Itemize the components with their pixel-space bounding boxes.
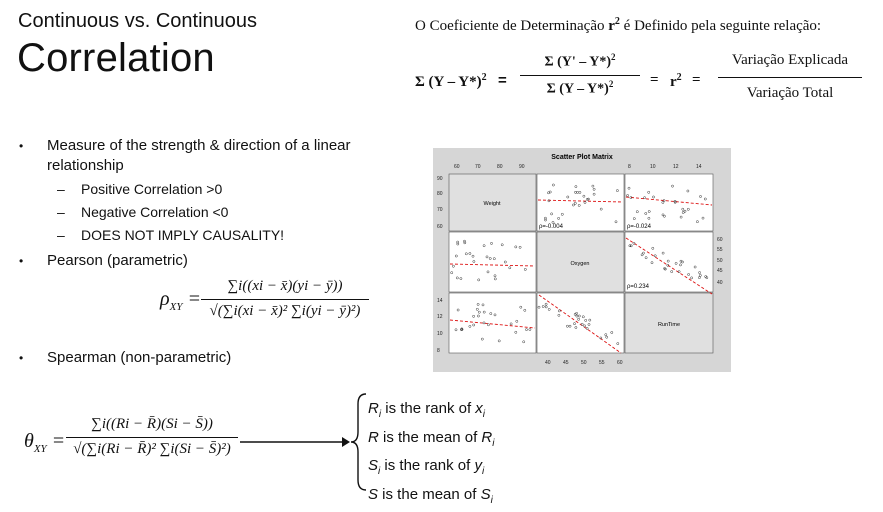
- bottom-tick-2: 45: [563, 360, 569, 366]
- legend-line-4: S is the mean of Si: [368, 484, 494, 512]
- sub-positive: –Positive Correlation >0: [81, 181, 222, 197]
- top-tick-1: 60: [454, 164, 460, 170]
- definition-suffix: é Definido pela seguinte relação:: [624, 18, 821, 34]
- spearman-numerator: ∑i((Ri − R̄)(Si − S̄)): [66, 416, 238, 433]
- left-tick-1: 90: [437, 176, 443, 182]
- panel-weight-oxygen: [537, 174, 624, 231]
- bullet-spearman: •Spearman (non-parametric): [47, 348, 231, 368]
- equation-equals-2: =: [650, 72, 659, 89]
- spearman-denominator: √(∑i(Ri − R̄)² ∑i(Si − S̄)²): [66, 441, 238, 458]
- sub-negative: –Negative Correlation <0: [81, 204, 228, 220]
- legend-list: Ri is the rank of xi R is the mean of Ri…: [368, 398, 494, 512]
- definition-symbol: r: [608, 18, 615, 34]
- bullet-measure: • Measure of the strength & direction of…: [47, 136, 351, 176]
- legend-line-3: Si is the rank of yi: [368, 455, 494, 484]
- right-tick-4: 45: [717, 268, 723, 274]
- top-tick-5: 8: [628, 164, 631, 170]
- left-tick-3: 70: [437, 207, 443, 213]
- equation-fraction-1: Σ (Y' – Y*)2 Σ (Y – Y*)2: [520, 52, 640, 97]
- legend-line-1: Ri is the rank of xi: [368, 398, 494, 427]
- fraction-2-numerator: Variação Explicada: [718, 52, 862, 69]
- spearman-fraction: ∑i((Ri − R̄)(Si − S̄)) √(∑i(Ri − R̄)² ∑i…: [66, 416, 238, 458]
- bullet-measure-line2: relationship: [47, 157, 124, 174]
- bullet-pearson: •Pearson (parametric): [47, 251, 188, 271]
- slide-title: Correlation: [17, 36, 215, 81]
- top-tick-3: 80: [497, 164, 503, 170]
- top-tick-6: 10: [650, 164, 656, 170]
- panel-runtime-oxygen: [537, 293, 624, 353]
- panel-weight-runtime: [625, 174, 713, 231]
- label-runtime: RunTime: [658, 322, 680, 328]
- equation-fraction-2: Variação Explicada Variação Total: [718, 52, 862, 102]
- equation-lhs: Σ (Y – Y*)2: [415, 72, 487, 91]
- right-tick-5: 40: [717, 280, 723, 286]
- left-tick-4: 60: [437, 224, 443, 230]
- panel-runtime-weight: [449, 293, 536, 353]
- pearson-numerator: ∑i((xi − x̄)(yi − ȳ)): [201, 278, 369, 295]
- slide-subtitle: Continuous vs. Continuous: [18, 10, 257, 33]
- left-tick-8: 8: [437, 348, 440, 354]
- fraction-2-denominator: Variação Total: [718, 85, 862, 102]
- right-tick-3: 50: [717, 258, 723, 264]
- top-tick-2: 70: [475, 164, 481, 170]
- definition-text: O Coeficiente de Determinação r2 é Defin…: [415, 16, 821, 35]
- left-tick-2: 80: [437, 191, 443, 197]
- sub-causality: –DOES NOT IMPLY CAUSALITY!: [81, 227, 284, 243]
- equation-r-squared: r2: [670, 72, 682, 91]
- equation-equals-3: =: [692, 72, 701, 89]
- right-tick-2: 55: [717, 247, 723, 253]
- panel-oxygen-weight: [449, 232, 536, 292]
- matrix-title: Scatter Plot Matrix: [551, 154, 613, 161]
- top-tick-4: 90: [519, 164, 525, 170]
- equation-equals-1: =: [498, 72, 507, 89]
- bottom-tick-4: 55: [599, 360, 605, 366]
- pearson-denominator: √(∑i(xi − x̄)² ∑i(yi − ȳ)²): [201, 303, 369, 320]
- spearman-lhs: θXY =: [24, 430, 65, 455]
- fraction-1-denominator: Σ (Y – Y*): [547, 81, 609, 96]
- top-tick-7: 12: [673, 164, 679, 170]
- rho-weight-oxygen: ρ=-0.004: [539, 224, 564, 230]
- arrow-head: [342, 437, 350, 447]
- bullet-measure-line1: Measure of the strength & direction of a…: [47, 137, 351, 154]
- pearson-fraction: ∑i((xi − x̄)(yi − ȳ)) √(∑i(xi − x̄)² ∑i(…: [201, 278, 369, 320]
- label-weight: Weight: [483, 201, 500, 207]
- definition-prefix: O Coeficiente de Determinação: [415, 18, 605, 34]
- right-tick-1: 60: [717, 237, 723, 243]
- scatter-plot-matrix: Scatter Plot Matrix Weight Oxygen RunTim…: [433, 148, 731, 372]
- rho-oxygen-runtime: ρ=0.234: [627, 284, 650, 290]
- bottom-tick-3: 50: [581, 360, 587, 366]
- bottom-tick-5: 60: [617, 360, 623, 366]
- arrow-and-brace: [238, 390, 368, 494]
- left-tick-7: 10: [437, 331, 443, 337]
- right-brace: [351, 394, 366, 490]
- rho-weight-runtime: ρ=-0.024: [627, 224, 652, 230]
- fraction-1-numerator: Σ (Y' – Y*): [544, 55, 611, 70]
- bottom-tick-1: 40: [545, 360, 551, 366]
- label-oxygen: Oxygen: [571, 261, 590, 267]
- pearson-lhs: ρXY =: [160, 288, 201, 313]
- legend-line-2: R is the mean of Ri: [368, 427, 494, 456]
- left-tick-6: 12: [437, 314, 443, 320]
- left-tick-5: 14: [437, 298, 443, 304]
- top-tick-8: 14: [696, 164, 702, 170]
